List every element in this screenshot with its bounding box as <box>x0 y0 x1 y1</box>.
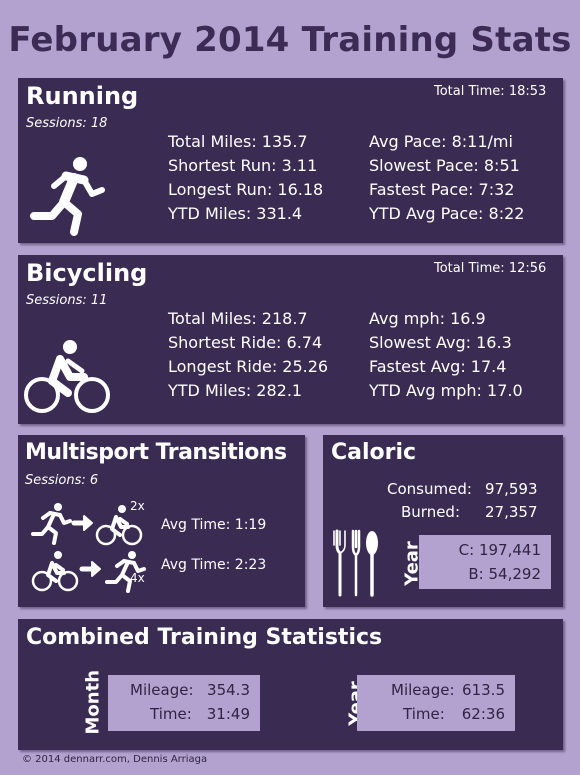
bicycling-stat-left-2: Longest Ride: 25.26 <box>168 357 329 376</box>
combined-month-mileage: 354.3 <box>207 681 250 699</box>
bicycling-title: Bicycling <box>26 259 148 287</box>
caloric-panel: Caloric Consumed: 97,593 Burned: 27,357 … <box>323 435 563 607</box>
running-stat-left-1: Shortest Run: 3.11 <box>168 156 318 175</box>
bicycling-total-time: Total Time: 12:56 <box>434 261 547 276</box>
caloric-year-box: C: 197,441 B: 54,292 <box>419 535 551 589</box>
page-title: February 2014 Training Stats <box>8 20 572 60</box>
caloric-consumed-value: 97,593 <box>485 480 538 498</box>
caloric-title: Caloric <box>331 440 417 465</box>
combined-panel: Combined Training Statistics Month Milea… <box>18 619 563 750</box>
combined-year-box: Mileage: 613.5 Time: 62:36 <box>357 675 515 731</box>
combined-month-mileage-label: Mileage: <box>130 681 194 699</box>
utensils-icon <box>333 529 378 597</box>
running-stat-right-2: Fastest Pace: 7:32 <box>369 180 515 199</box>
multisport-panel: Multisport Transitions Sessions: 6 2x Av… <box>18 435 305 607</box>
caloric-year-burned: B: 54,292 <box>468 565 541 583</box>
combined-month-time: 31:49 <box>206 705 250 723</box>
multisport-sessions: Sessions: 6 <box>25 473 99 488</box>
bicycling-panel: Bicycling Sessions: 11 Total Time: 12:56… <box>18 255 563 424</box>
running-panel: Running Sessions: 18 Total Time: 18:53 T… <box>18 78 563 243</box>
running-total-time: Total Time: 18:53 <box>434 84 547 99</box>
bicycling-stat-left-0: Total Miles: 218.7 <box>168 309 308 328</box>
runner-icon <box>30 157 105 236</box>
caloric-consumed-label: Consumed: <box>387 480 472 498</box>
combined-year-time-label: Time: <box>403 705 445 723</box>
run-to-bike-icon <box>31 503 143 546</box>
running-stat-left-3: YTD Miles: 331.4 <box>168 204 303 223</box>
running-stat-left-2: Longest Run: 16.18 <box>168 180 324 199</box>
combined-year-mileage-label: Mileage: <box>391 681 455 699</box>
running-stat-right-3: YTD Avg Pace: 8:22 <box>369 204 525 223</box>
bicycling-stat-right-3: YTD Avg mph: 17.0 <box>369 381 523 400</box>
running-sessions: Sessions: 18 <box>26 116 108 131</box>
caloric-burned-label: Burned: <box>401 503 461 521</box>
bicycling-stat-right-2: Fastest Avg: 17.4 <box>369 357 507 376</box>
bike-to-run-icon <box>31 551 146 593</box>
running-stat-right-0: Avg Pace: 8:11/mi <box>369 132 513 151</box>
caloric-burned-value: 27,357 <box>485 503 538 521</box>
cyclist-icon <box>24 340 110 413</box>
combined-month-box: Mileage: 354.3 Time: 31:49 <box>108 675 260 731</box>
combined-month-time-label: Time: <box>150 705 192 723</box>
combined-year-time: 62:36 <box>461 705 505 723</box>
running-stat-left-0: Total Miles: 135.7 <box>168 132 308 151</box>
multisport-title: Multisport Transitions <box>25 440 287 465</box>
multisport-t1-avg: Avg Time: 1:19 <box>161 517 267 533</box>
running-stat-right-1: Slowest Pace: 8:51 <box>369 156 520 175</box>
bicycling-stat-right-1: Slowest Avg: 16.3 <box>369 333 512 352</box>
combined-year-mileage: 613.5 <box>462 681 505 699</box>
bicycling-stat-right-0: Avg mph: 16.9 <box>369 309 486 328</box>
footer-copyright: © 2014 dennarr.com, Dennis Arriaga <box>22 754 208 765</box>
caloric-year-consumed: C: 197,441 <box>458 541 541 559</box>
multisport-t2-count: 4x <box>130 571 145 585</box>
bicycling-sessions: Sessions: 11 <box>26 293 108 308</box>
bicycling-stat-left-3: YTD Miles: 282.1 <box>168 381 303 400</box>
multisport-t1-count: 2x <box>130 499 145 513</box>
combined-title: Combined Training Statistics <box>26 625 383 650</box>
multisport-t2-avg: Avg Time: 2:23 <box>161 557 267 573</box>
bicycling-stat-left-1: Shortest Ride: 6.74 <box>168 333 323 352</box>
running-title: Running <box>26 82 139 110</box>
combined-month-label: Month <box>82 669 104 735</box>
